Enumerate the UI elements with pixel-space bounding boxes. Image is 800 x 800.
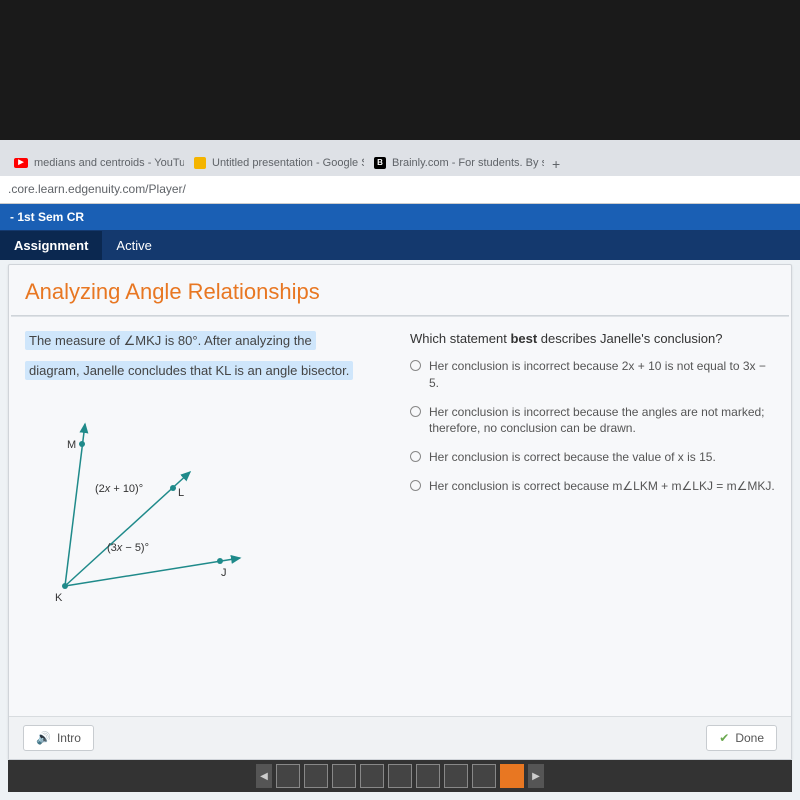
check-icon: ✔ <box>719 731 729 745</box>
lesson-card: Analyzing Angle Relationships The measur… <box>8 264 792 760</box>
nav-active[interactable]: Active <box>102 231 165 260</box>
done-label: Done <box>735 731 764 745</box>
angle-lkj-label: (3x − 5)° <box>107 542 149 554</box>
assignment-nav: Assignment Active <box>0 230 800 260</box>
photo-top-bezel <box>0 0 800 140</box>
option-text: Her conclusion is incorrect because 2x +… <box>429 358 775 392</box>
angle-diagram: M L J K (2x + 10)° (3x − 5)° <box>25 396 245 616</box>
question-body: The measure of ∠MKJ is 80°. After analyz… <box>9 317 791 716</box>
radio-icon <box>410 360 421 371</box>
progress-box-current[interactable] <box>500 764 524 788</box>
lesson-footer: 🔊 Intro ✔ Done <box>9 716 791 759</box>
nav-assignment[interactable]: Assignment <box>0 231 102 260</box>
done-button[interactable]: ✔ Done <box>706 725 777 751</box>
brainly-icon: B <box>374 156 386 170</box>
option-c[interactable]: Her conclusion is correct because the va… <box>410 449 775 466</box>
option-text: Her conclusion is correct because m∠LKM … <box>429 478 775 495</box>
stem-column: The measure of ∠MKJ is 80°. After analyz… <box>25 331 390 702</box>
tab-brainly[interactable]: B Brainly.com - For students. By st × <box>364 150 544 176</box>
angle-mkl-label: (2x + 10)° <box>95 483 143 495</box>
option-a[interactable]: Her conclusion is incorrect because 2x +… <box>410 358 775 392</box>
content-area: Analyzing Angle Relationships The measur… <box>0 260 800 800</box>
tab-slides[interactable]: Untitled presentation - Google S × <box>184 150 364 176</box>
progress-box[interactable] <box>276 764 300 788</box>
option-text: Her conclusion is incorrect because the … <box>429 404 775 438</box>
course-header: - 1st Sem CR <box>0 204 800 230</box>
intro-button[interactable]: 🔊 Intro <box>23 725 94 751</box>
browser-tab-strip: ▶ medians and centroids - YouTub × Untit… <box>0 140 800 176</box>
question-prompt: Which statement best describes Janelle's… <box>410 331 775 346</box>
tab-label: medians and centroids - YouTub <box>34 157 184 169</box>
point-m-label: M <box>67 439 76 451</box>
point-k-label: K <box>55 592 63 604</box>
new-tab-button[interactable]: + <box>544 152 568 176</box>
youtube-icon: ▶ <box>14 156 28 170</box>
progress-box[interactable] <box>416 764 440 788</box>
tab-label: Brainly.com - For students. By st <box>392 157 544 169</box>
course-title: - 1st Sem CR <box>10 210 84 224</box>
intro-label: Intro <box>57 731 81 745</box>
radio-icon <box>410 480 421 491</box>
slides-icon <box>194 156 206 170</box>
radio-icon <box>410 451 421 462</box>
radio-icon <box>410 406 421 417</box>
progress-box[interactable] <box>332 764 356 788</box>
progress-strip: ◀ ▶ <box>8 760 792 792</box>
speaker-icon: 🔊 <box>36 731 51 745</box>
address-bar[interactable]: .core.learn.edgenuity.com/Player/ <box>0 176 800 204</box>
option-text: Her conclusion is correct because the va… <box>429 449 716 466</box>
stem-text: The measure of ∠MKJ is 80°. After analyz… <box>25 331 390 380</box>
progress-box[interactable] <box>388 764 412 788</box>
progress-box[interactable] <box>444 764 468 788</box>
option-d[interactable]: Her conclusion is correct because m∠LKM … <box>410 478 775 495</box>
point-j-label: J <box>221 567 227 579</box>
prev-arrow[interactable]: ◀ <box>256 764 272 788</box>
progress-box[interactable] <box>304 764 328 788</box>
progress-box[interactable] <box>360 764 384 788</box>
point-l-label: L <box>178 487 184 499</box>
tab-label: Untitled presentation - Google S <box>212 157 364 169</box>
answer-column: Which statement best describes Janelle's… <box>410 331 775 702</box>
progress-box[interactable] <box>472 764 496 788</box>
option-b[interactable]: Her conclusion is incorrect because the … <box>410 404 775 438</box>
next-arrow[interactable]: ▶ <box>528 764 544 788</box>
url-text: .core.learn.edgenuity.com/Player/ <box>8 182 186 196</box>
tab-youtube[interactable]: ▶ medians and centroids - YouTub × <box>4 150 184 176</box>
lesson-title: Analyzing Angle Relationships <box>9 265 791 315</box>
